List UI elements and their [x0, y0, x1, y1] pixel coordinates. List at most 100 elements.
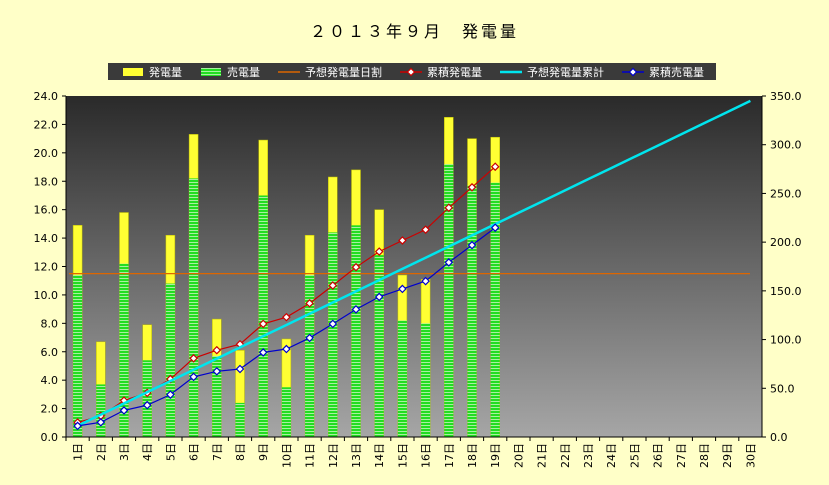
x-tick-label-9: 9日 [257, 443, 270, 461]
bar-売電量-8 [235, 402, 245, 437]
bar-売電量-19 [490, 182, 500, 437]
marker-累積売電量-4 [142, 400, 152, 410]
marker-累積売電量-13 [351, 305, 361, 314]
bar-売電量-18 [467, 185, 477, 437]
bar-売電量-5 [165, 283, 175, 437]
legend-item: 予想発電量累計 [498, 64, 604, 80]
x-tick-label-17: 17日 [443, 443, 456, 468]
bar-売電量-17 [444, 164, 454, 437]
x-tick-label-5: 5日 [164, 443, 177, 461]
legend-label: 累積売電量 [649, 65, 704, 79]
marker-累積売電量-15 [398, 284, 407, 294]
marker-累積売電量-8 [235, 364, 245, 374]
marker-累積売電量-6 [189, 372, 198, 382]
y-left-tick-label: 0.0 [41, 431, 59, 444]
x-tick-label-22: 22日 [559, 443, 572, 468]
marker-累積発電量-19 [490, 162, 500, 172]
marker-累積売電量-19 [490, 223, 500, 233]
marker-累積発電量-10 [282, 312, 291, 322]
x-tick-label-3: 3日 [118, 443, 131, 461]
legend-item: 予想発電量日割 [276, 64, 382, 80]
marker-累積発電量-12 [328, 281, 338, 290]
y-right-tick-label: 200.0 [770, 236, 802, 249]
x-tick-label-12: 12日 [327, 443, 340, 468]
x-tick-label-7: 7日 [211, 443, 224, 461]
y-left-tick-label: 4.0 [41, 374, 59, 387]
legend-label: 発電量 [149, 65, 182, 79]
bar-売電量-16 [421, 323, 431, 437]
marker-累積発電量-13 [351, 262, 361, 272]
bar-売電量-10 [281, 387, 291, 437]
bar-売電量-7 [212, 356, 222, 437]
marker-累積発電量-7 [212, 345, 222, 355]
chart-title: ２０１３年９月 発電量 [309, 22, 519, 41]
marker-累積発電量-9 [258, 319, 268, 329]
line-予想発電量累計 [77, 99, 751, 427]
marker-累積発電量-18 [467, 182, 477, 192]
x-tick-label-6: 6日 [188, 443, 201, 461]
marker-累積売電量-5 [166, 390, 175, 399]
y-left-tick-label: 2.0 [41, 403, 59, 416]
legend-item: 売電量 [198, 64, 260, 80]
y-right-tick-label: 50.0 [770, 382, 795, 395]
marker-累積発電量-11 [305, 298, 314, 308]
y-left-tick-label: 10.0 [34, 289, 59, 302]
marker-累積売電量-7 [212, 366, 222, 376]
x-tick-label-2: 2日 [95, 443, 108, 461]
x-tick-label-27: 27日 [675, 443, 688, 468]
y-left-tick-label: 18.0 [34, 175, 59, 188]
marker-累積売電量-11 [305, 333, 314, 343]
bar-売電量-13 [351, 225, 361, 437]
x-tick-label-10: 10日 [280, 443, 293, 468]
marker-累積発電量-15 [398, 236, 407, 245]
x-tick-label-19: 19日 [489, 443, 502, 468]
y-right-tick-label: 300.0 [770, 139, 802, 152]
bar-売電量-6 [189, 178, 199, 438]
legend-label: 予想発電量日割 [305, 65, 382, 79]
legend-symbol [201, 67, 221, 76]
marker-累積売電量-9 [258, 348, 268, 357]
y-left-tick-label: 12.0 [34, 261, 59, 274]
x-tick-label-15: 15日 [396, 443, 409, 468]
legend-item: 累積発電量 [398, 64, 482, 80]
y-right-tick-label: 100.0 [770, 334, 802, 347]
legend-label: 売電量 [227, 65, 260, 79]
x-tick-label-24: 24日 [605, 443, 618, 468]
y-left-tick-label: 8.0 [41, 317, 59, 330]
marker-累積売電量-2 [96, 417, 106, 427]
marker-累積売電量-14 [374, 292, 384, 302]
legend: 発電量 売電量 予想発電量日割 累積発電量 予想発電量累計 累積売電量 [108, 63, 716, 80]
x-tick-label-29: 29日 [721, 443, 734, 468]
x-tick-label-26: 26日 [652, 443, 665, 468]
x-tick-label-8: 8日 [234, 443, 247, 461]
marker-累積売電量-10 [282, 344, 291, 354]
y-left-tick-label: 6.0 [41, 346, 59, 359]
bar-売電量-4 [142, 360, 152, 437]
legend-symbol [123, 67, 143, 76]
x-tick-label-25: 25日 [628, 443, 641, 468]
y-right-tick-label: 150.0 [770, 285, 802, 298]
legend-item: 発電量 [120, 64, 182, 80]
x-tick-label-21: 21日 [536, 443, 549, 468]
legend-symbol [278, 70, 300, 73]
y-right-tick-label: 350.0 [770, 90, 802, 103]
x-tick-label-16: 16日 [420, 443, 433, 468]
x-tick-label-14: 14日 [373, 443, 386, 468]
plot-area [66, 96, 762, 437]
x-tick-label-1: 1日 [72, 443, 85, 461]
legend-symbol [622, 67, 644, 76]
legend-label: 累積発電量 [427, 65, 482, 79]
x-tick-label-28: 28日 [698, 443, 711, 468]
bar-売電量-12 [328, 232, 338, 437]
x-tick-label-30: 30日 [744, 443, 757, 468]
bar-売電量-3 [119, 263, 129, 437]
bar-売電量-1 [73, 275, 83, 437]
marker-累積売電量-1 [73, 421, 82, 431]
y-left-tick-label: 16.0 [34, 204, 59, 217]
y-right-tick-label: 0.0 [770, 431, 788, 444]
bar-売電量-2 [96, 384, 106, 437]
marker-累積売電量-18 [467, 240, 477, 250]
x-tick-label-23: 23日 [582, 443, 595, 468]
y-right-tick-label: 250.0 [770, 187, 802, 200]
